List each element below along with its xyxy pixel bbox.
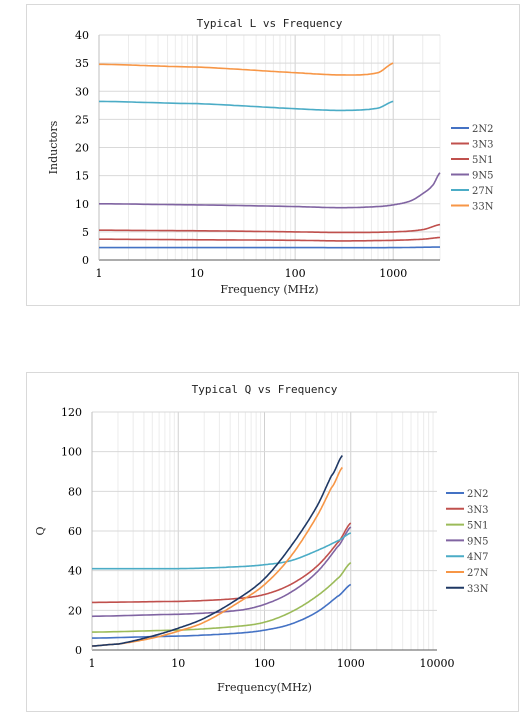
chart-title: Typical Q vs Frequency bbox=[192, 383, 338, 396]
legend-label-9n5: 9N5 bbox=[472, 171, 493, 182]
y-tick-label: 80 bbox=[68, 485, 82, 498]
series-line-2n2 bbox=[99, 246, 440, 249]
chart-l-vs-frequency: 0 5 10 15 20 25 30 35 40 1 10 100 1000 Typical L vs F… bbox=[26, 4, 520, 306]
series-line-5n1 bbox=[99, 223, 441, 234]
legend-label-3n3: 3N3 bbox=[472, 140, 493, 151]
x-tick-label: 10 bbox=[190, 267, 204, 280]
x-tick-label: 10000 bbox=[420, 657, 455, 670]
y-tick-label: 40 bbox=[75, 29, 89, 42]
y-axis-label: Inductors bbox=[47, 120, 60, 174]
legend-label-5n1: 5N1 bbox=[467, 521, 488, 532]
legend-label-2n2: 2N2 bbox=[472, 124, 493, 135]
series-line-33n bbox=[92, 455, 343, 647]
series-line-9n5 bbox=[91, 526, 352, 618]
y-tick-label: 15 bbox=[75, 170, 89, 183]
y-tick-label: 120 bbox=[61, 406, 82, 419]
legend-label-4n7: 4N7 bbox=[467, 552, 488, 563]
x-tick-label: 100 bbox=[254, 657, 275, 670]
series-line-33n bbox=[99, 62, 394, 76]
chart-title: Typical L vs Frequency bbox=[197, 17, 343, 30]
series-line-3n3 bbox=[92, 522, 352, 604]
series-line-5n1 bbox=[92, 562, 352, 633]
series-line-2n2 bbox=[92, 583, 352, 639]
y-tick-label: 0 bbox=[75, 644, 82, 657]
y-tick-label: 35 bbox=[75, 57, 89, 70]
legend-label-5n1: 5N1 bbox=[472, 155, 493, 166]
legend-label-27n: 27N bbox=[472, 186, 494, 197]
legend-label-9n5: 9N5 bbox=[467, 536, 488, 547]
legend-label-3n3: 3N3 bbox=[467, 505, 488, 516]
y-tick-label: 20 bbox=[68, 604, 82, 617]
x-tick-label: 1 bbox=[89, 657, 96, 670]
series-line-27n bbox=[99, 100, 394, 112]
x-axis-label: Frequency(MHz) bbox=[217, 681, 312, 694]
series-line-27n bbox=[92, 466, 343, 647]
series-line-9n5 bbox=[99, 172, 441, 209]
chart-l-svg: 0 5 10 15 20 25 30 35 40 1 10 100 1000 Typical L vs F… bbox=[47, 17, 494, 296]
legend-label-27n: 27N bbox=[467, 568, 489, 579]
x-tick-label: 100 bbox=[285, 267, 306, 280]
x-tick-label: 10 bbox=[171, 657, 185, 670]
y-tick-label: 60 bbox=[68, 525, 82, 538]
y-tick-label: 30 bbox=[75, 85, 89, 98]
y-axis-label: Q bbox=[34, 526, 47, 535]
x-tick-label: 1 bbox=[96, 267, 103, 280]
y-tick-label: 0 bbox=[82, 254, 89, 267]
y-tick-label: 20 bbox=[75, 142, 89, 155]
y-tick-label: 25 bbox=[75, 113, 89, 126]
legend-label-33n: 33N bbox=[472, 202, 494, 213]
series-line-3n3 bbox=[99, 236, 441, 242]
chart-q-vs-frequency: 0 20 40 60 80 100 120 1 10 100 1000 10000 Typical Q … bbox=[26, 372, 519, 712]
y-tick-label: 100 bbox=[61, 446, 82, 459]
y-tick-label: 10 bbox=[75, 198, 89, 211]
x-tick-label: 1000 bbox=[337, 657, 365, 670]
x-axis-label: Frequency (MHz) bbox=[220, 283, 318, 296]
y-tick-label: 5 bbox=[82, 226, 89, 239]
legend-label-2n2: 2N2 bbox=[467, 489, 488, 500]
series-line-4n7 bbox=[92, 532, 352, 570]
y-tick-label: 40 bbox=[68, 565, 82, 578]
legend-label-33n: 33N bbox=[467, 584, 489, 595]
x-tick-label: 1000 bbox=[379, 267, 407, 280]
